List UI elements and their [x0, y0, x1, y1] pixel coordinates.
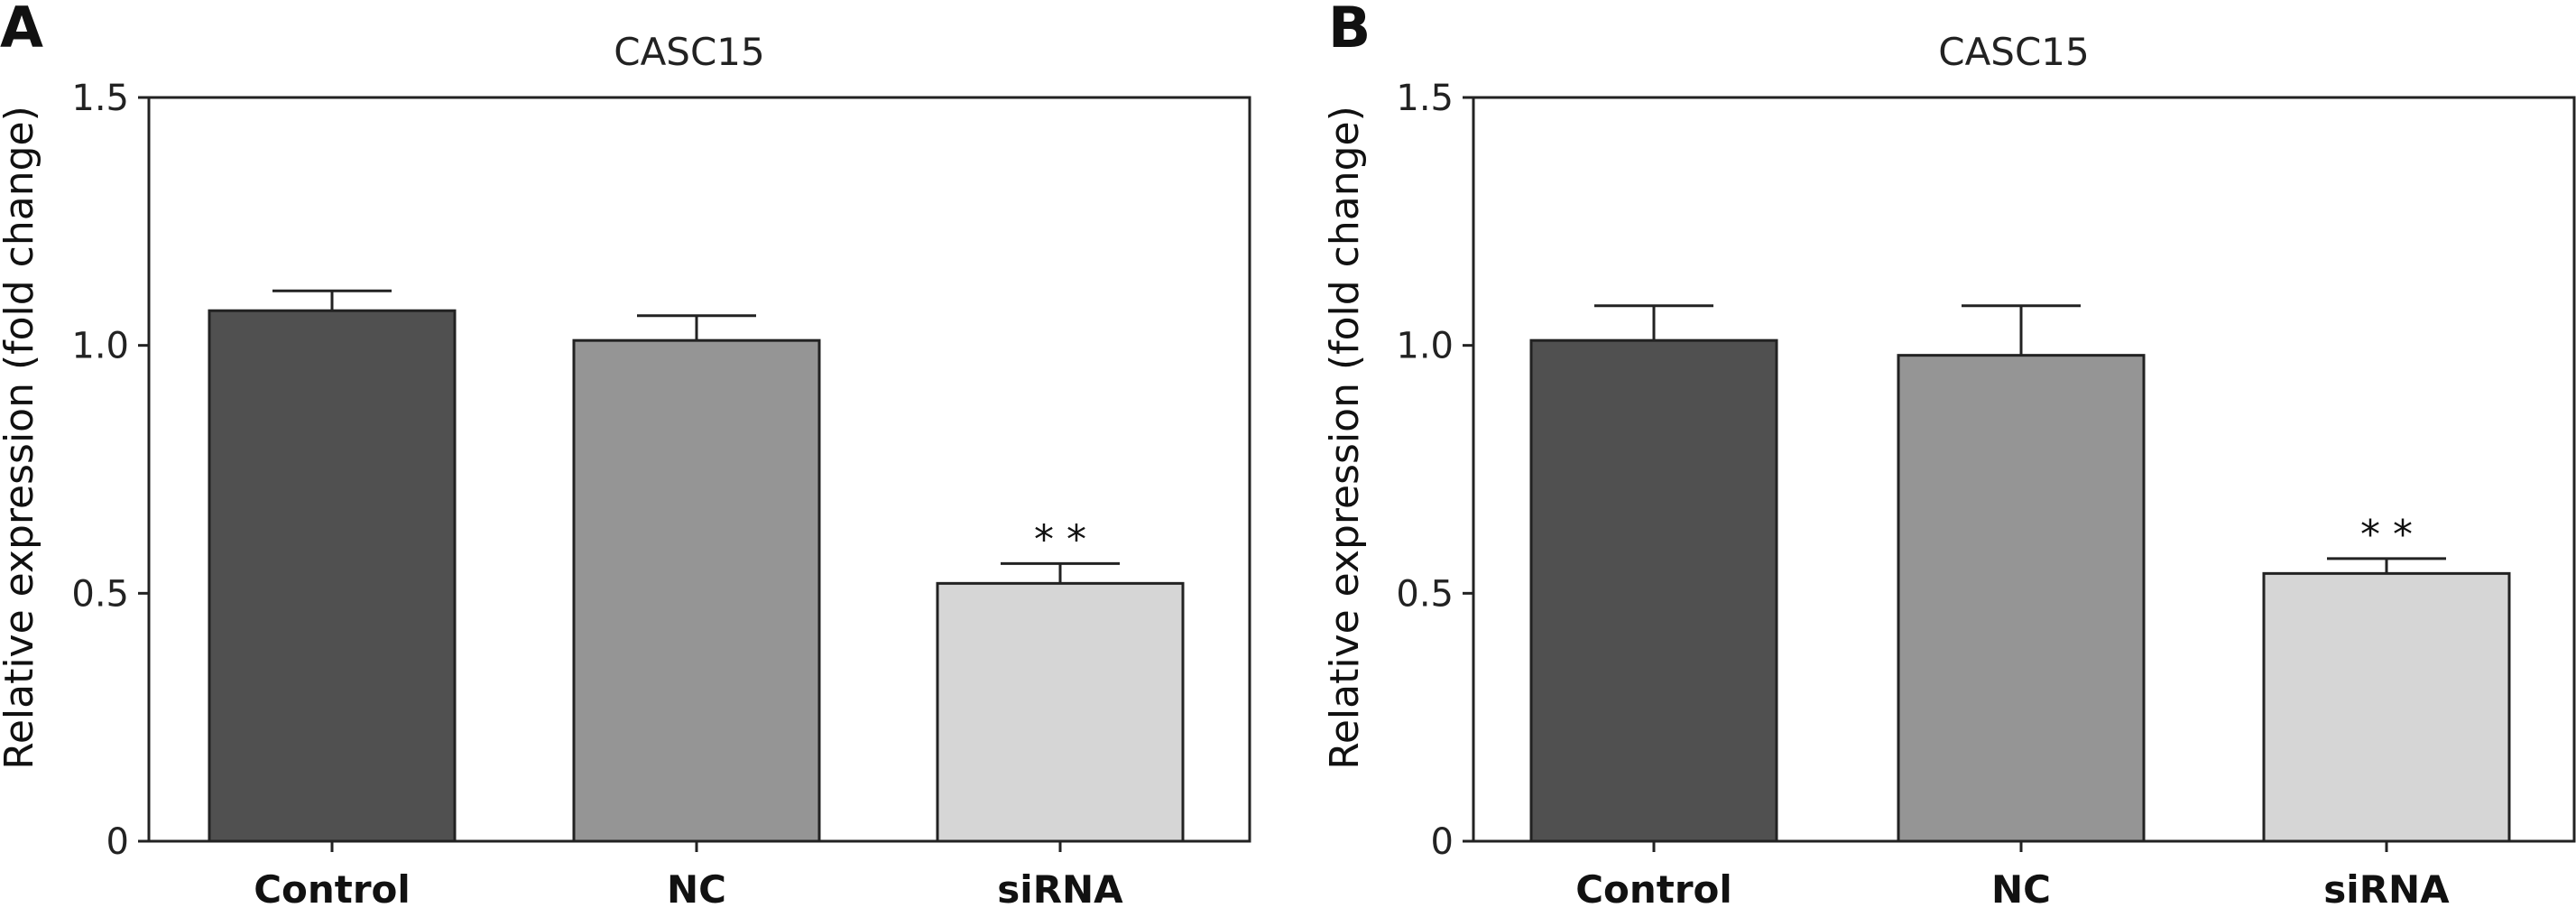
panel-letter: A [0, 0, 43, 60]
bar [1529, 338, 1778, 843]
bar [572, 338, 821, 843]
y-tick-label: 0.5 [71, 573, 129, 615]
chart-title: CASC15 [614, 30, 765, 74]
y-ticks: 0 0.5 1.0 1.5 [71, 78, 149, 863]
x-tick-labels: Control NC siRNA [1575, 841, 2450, 908]
panel-letter: B [1328, 0, 1371, 60]
x-tick-label: NC [1991, 867, 2051, 908]
y-tick-label: 1.5 [71, 78, 129, 119]
bar [936, 581, 1185, 843]
x-tick-label: NC [667, 867, 726, 908]
chart-title: CASC15 [1938, 30, 2090, 74]
y-tick-label: 1.0 [71, 326, 129, 367]
panel-a: A CASC15 Relative expression (fold chang… [0, 0, 1251, 908]
x-tick-label: siRNA [997, 867, 1123, 908]
x-tick-label: Control [1575, 867, 1732, 908]
x-tick-label: siRNA [2323, 867, 2450, 908]
error-bars [272, 289, 1120, 584]
y-axis-label: Relative expression (fold change) [1322, 106, 1368, 770]
bar [1897, 354, 2146, 843]
x-tick-labels: Control NC siRNA [254, 841, 1123, 908]
significance-marks: * * [2360, 512, 2413, 558]
error-bars [1594, 304, 2446, 574]
y-tick-label: 1.5 [1396, 78, 1454, 119]
y-tick-label: 0.5 [1396, 573, 1454, 615]
bar [208, 309, 457, 843]
significance-label: * * [1034, 516, 1086, 562]
y-ticks: 0 0.5 1.0 1.5 [1396, 78, 1473, 863]
panel-b: B CASC15 Relative expression (fold chang… [1322, 0, 2576, 908]
bars [1529, 338, 2511, 843]
x-tick-label: Control [254, 867, 411, 908]
significance-label: * * [2360, 512, 2413, 558]
bar [2262, 571, 2511, 843]
significance-marks: * * [1034, 516, 1086, 562]
y-tick-label: 1.0 [1396, 326, 1454, 367]
y-tick-label: 0 [1431, 821, 1454, 863]
y-tick-label: 0 [106, 821, 129, 863]
y-axis-label: Relative expression (fold change) [0, 106, 42, 770]
bars [208, 309, 1185, 843]
